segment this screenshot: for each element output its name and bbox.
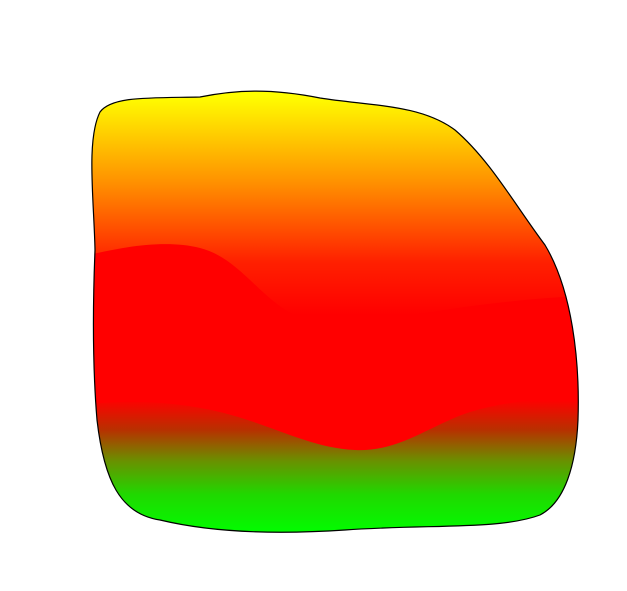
blob-fill bbox=[91, 91, 579, 533]
green-band bbox=[91, 397, 579, 533]
red-band bbox=[91, 244, 579, 420]
blob-outline bbox=[91, 90, 579, 533]
